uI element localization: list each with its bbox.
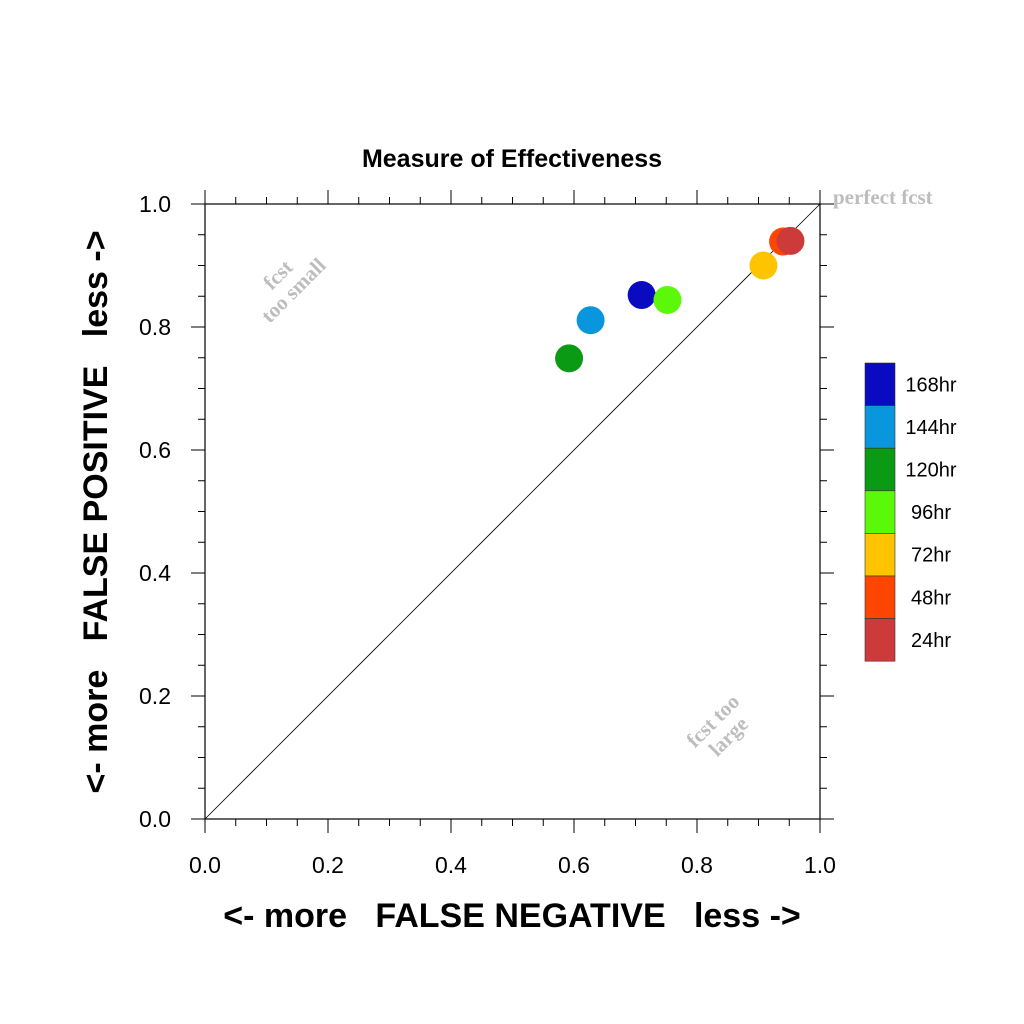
legend-swatch-144hr — [864, 405, 896, 449]
chart-title: Measure of Effectiveness — [362, 145, 662, 173]
legend-label-120hr: 120hr — [905, 460, 956, 482]
y-tick-label: 0.0 — [139, 806, 171, 832]
y-tick-label: 0.6 — [139, 437, 171, 463]
legend-swatch-72hr — [864, 533, 896, 577]
point-144hr — [576, 306, 605, 335]
perfect-forecast-label: perfect fcst — [833, 185, 933, 209]
x-tick-label: 0.2 — [312, 852, 344, 878]
diagonal-reference-line — [204, 203, 821, 820]
annotations: perfect fcst fcst too small fcst too lar… — [256, 185, 933, 761]
point-96hr — [653, 285, 682, 314]
legend: 168hr 144hr 120hr 96hr 72hr 48hr 24hr — [864, 362, 957, 662]
axes: 0.0 0.2 0.4 0.6 0.8 1.0 0.0 0.2 0.4 0.6 0.8 1.0 — [139, 190, 836, 878]
legend-label-24hr: 24hr — [911, 630, 951, 652]
data-points — [555, 226, 805, 373]
point-120hr — [555, 344, 584, 373]
legend-label-96hr: 96hr — [911, 502, 951, 524]
y-tick-label: 0.8 — [139, 314, 171, 340]
x-tick-label: 0.6 — [558, 852, 590, 878]
legend-swatch-24hr — [864, 618, 896, 662]
legend-swatch-48hr — [864, 575, 896, 619]
point-72hr — [749, 251, 778, 280]
legend-swatch-168hr — [864, 362, 896, 406]
legend-label-48hr: 48hr — [911, 587, 951, 609]
y-tick-label: 0.2 — [139, 683, 171, 709]
y-tick-label: 1.0 — [139, 191, 171, 217]
legend-swatch-96hr — [864, 490, 896, 534]
too-small-label-line2: too small — [256, 253, 330, 327]
legend-swatch-120hr — [864, 447, 896, 492]
x-tick-label: 0.4 — [435, 852, 467, 878]
x-tick-label: 0.8 — [681, 852, 713, 878]
x-axis-label: <- more FALSE NEGATIVE less -> — [223, 897, 801, 935]
y-tick-label: 0.4 — [139, 560, 171, 586]
legend-label-72hr: 72hr — [911, 545, 951, 567]
legend-label-144hr: 144hr — [905, 417, 956, 439]
y-axis-label: <- more FALSE POSITIVE less -> — [77, 230, 115, 793]
x-tick-label: 0.0 — [189, 852, 221, 878]
legend-label-168hr: 168hr — [905, 374, 956, 396]
point-168hr — [627, 281, 656, 310]
point-24hr — [776, 226, 805, 255]
x-tick-label: 1.0 — [804, 852, 836, 878]
